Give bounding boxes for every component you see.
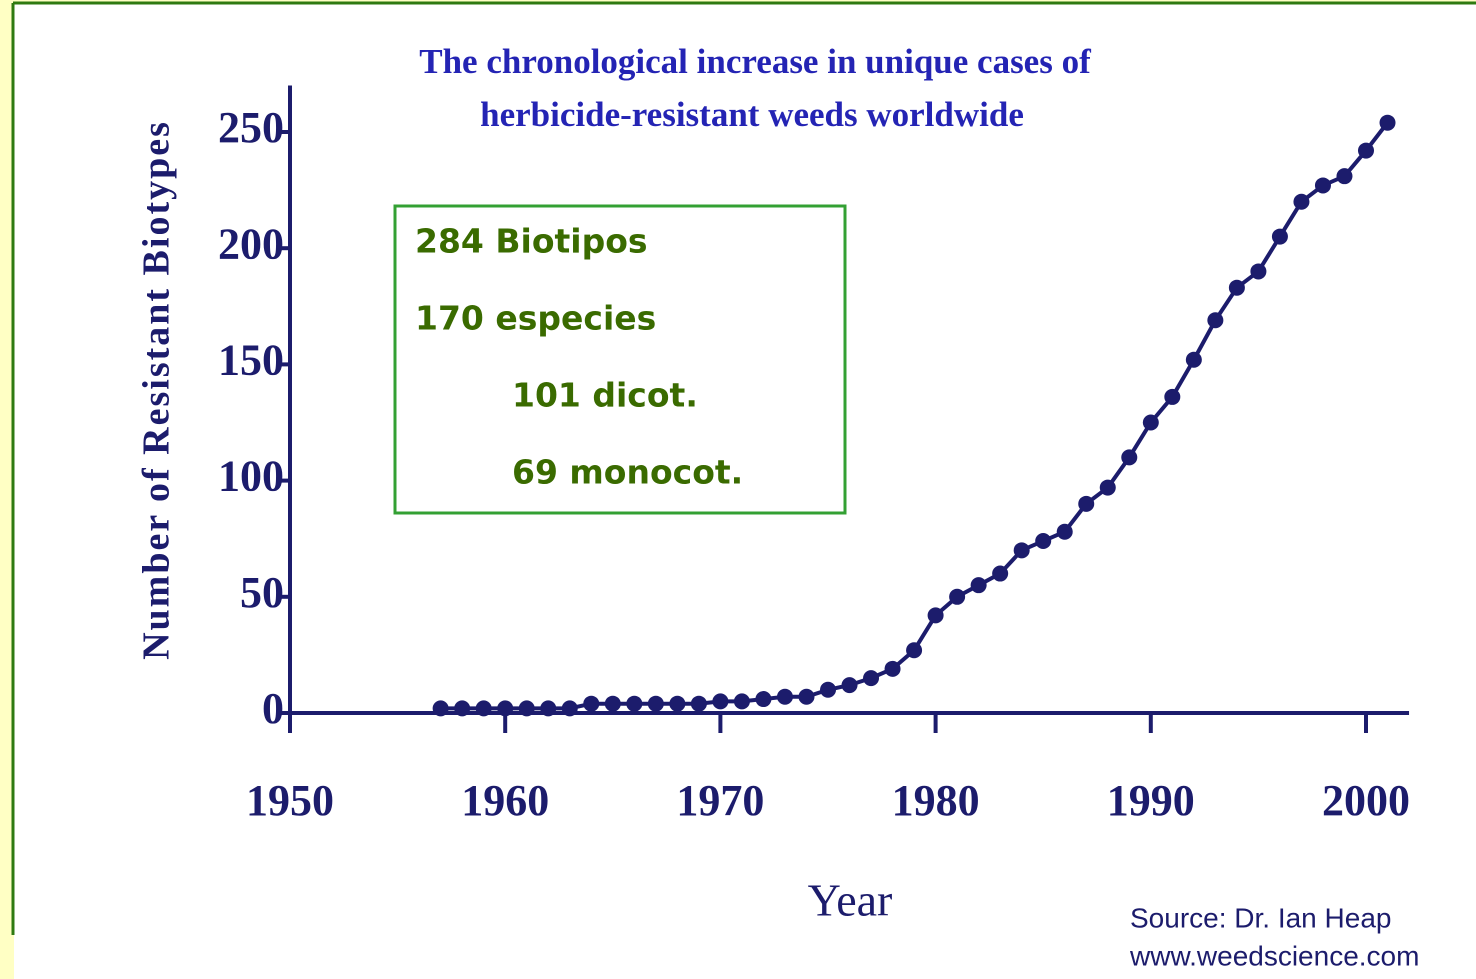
data-point xyxy=(1293,193,1310,210)
data-point xyxy=(518,700,535,717)
data-point xyxy=(841,677,858,694)
data-point xyxy=(884,660,901,677)
y-axis-label: Number of Resistant Biotypes xyxy=(136,120,178,660)
x-tick-label: 1990 xyxy=(1107,776,1195,825)
data-point xyxy=(454,700,471,717)
data-point xyxy=(1379,114,1396,131)
data-point xyxy=(690,695,707,712)
x-tick-label: 1980 xyxy=(892,776,980,825)
data-point xyxy=(1121,449,1138,466)
data-point xyxy=(863,670,880,687)
data-point xyxy=(992,565,1009,582)
data-point xyxy=(1336,168,1353,185)
x-tick-label: 2000 xyxy=(1322,776,1410,825)
data-point xyxy=(1250,263,1267,280)
data-point xyxy=(1099,479,1116,496)
data-point xyxy=(1271,228,1288,245)
data-point xyxy=(432,700,449,717)
y-tick-label: 150 xyxy=(218,335,284,384)
chart-title: herbicide-resistant weeds worldwide xyxy=(480,95,1024,134)
annotation: 170 especies xyxy=(415,299,656,338)
data-point xyxy=(798,688,815,705)
data-point xyxy=(1314,177,1331,194)
data-point xyxy=(712,693,729,710)
data-point xyxy=(755,691,772,708)
x-axis-label: Year xyxy=(808,875,893,926)
data-point xyxy=(540,700,557,717)
plot-background xyxy=(14,4,1476,979)
data-point xyxy=(1228,279,1245,296)
data-point xyxy=(497,700,514,717)
y-tick-label: 100 xyxy=(218,452,284,501)
data-point xyxy=(1035,533,1052,550)
x-tick-label: 1960 xyxy=(461,776,549,825)
annotation-box xyxy=(393,204,847,515)
data-point xyxy=(475,700,492,717)
data-point xyxy=(1185,351,1202,368)
data-point xyxy=(1358,142,1374,159)
data-point xyxy=(1142,414,1159,431)
x-tick-label: 1950 xyxy=(246,776,334,825)
chart-title: The chronological increase in unique cas… xyxy=(419,42,1091,81)
data-point xyxy=(1164,388,1181,405)
x-tick-label: 1970 xyxy=(676,776,764,825)
data-point xyxy=(669,695,686,712)
source: www.weedscience.com xyxy=(1129,940,1419,971)
y-tick-label: 250 xyxy=(218,103,284,152)
data-point xyxy=(1078,495,1095,512)
annotation: 284 Biotipos xyxy=(415,222,648,261)
data-point xyxy=(949,588,966,605)
data-point xyxy=(906,642,923,659)
data-point xyxy=(604,695,621,712)
data-point xyxy=(1013,542,1030,559)
data-point xyxy=(1207,312,1224,329)
annotation: 101 dicot. xyxy=(512,376,698,415)
data-point xyxy=(776,688,793,705)
data-point xyxy=(583,695,600,712)
data-point xyxy=(970,577,987,594)
data-point xyxy=(561,700,578,717)
data-point xyxy=(927,607,944,624)
data-point xyxy=(626,695,643,712)
data-point xyxy=(647,695,664,712)
data-point xyxy=(733,693,750,710)
source: Source: Dr. Ian Heap xyxy=(1130,902,1391,933)
y-tick-label: 200 xyxy=(218,219,284,268)
y-tick-label: 50 xyxy=(240,568,284,617)
y-tick-label: 0 xyxy=(262,684,284,733)
annotation: 69 monocot. xyxy=(512,453,743,492)
data-point xyxy=(820,681,836,698)
data-point xyxy=(1056,523,1073,540)
